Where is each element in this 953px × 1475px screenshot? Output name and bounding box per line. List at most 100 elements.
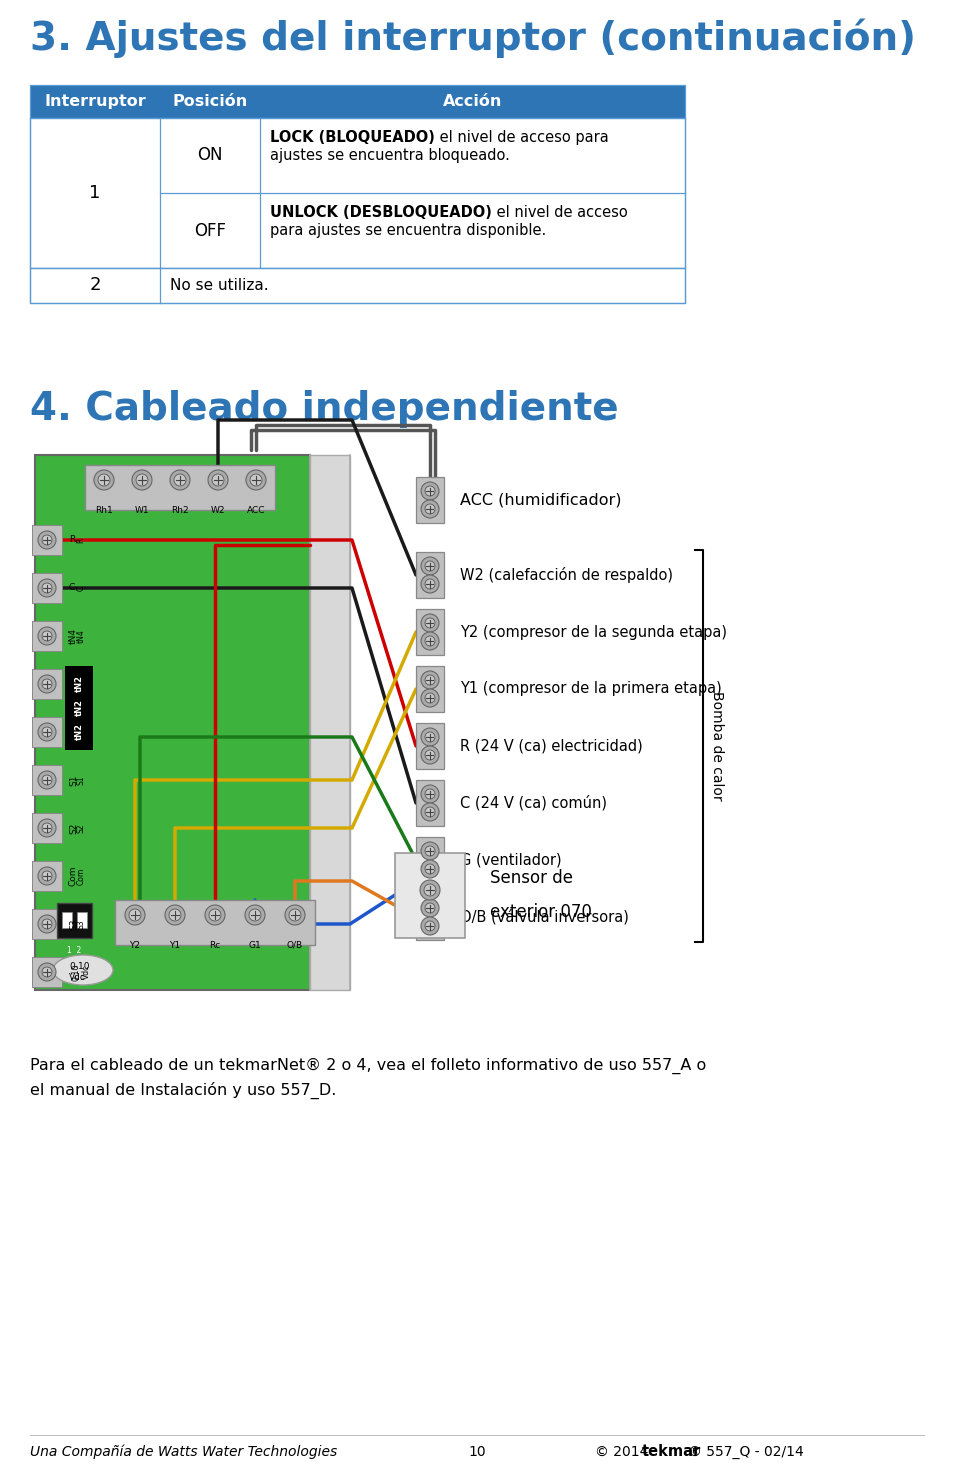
Bar xyxy=(416,894,443,940)
Circle shape xyxy=(212,473,224,485)
Circle shape xyxy=(424,807,435,817)
Circle shape xyxy=(289,909,301,920)
Bar xyxy=(416,780,443,826)
Bar xyxy=(32,909,62,940)
Circle shape xyxy=(420,785,438,802)
Text: Y2 (compresor de la segunda etapa): Y2 (compresor de la segunda etapa) xyxy=(459,624,726,640)
Text: S1: S1 xyxy=(76,776,86,785)
Circle shape xyxy=(209,909,221,920)
Ellipse shape xyxy=(53,954,112,985)
Text: tN2: tN2 xyxy=(74,699,84,717)
Text: 10: 10 xyxy=(468,1446,485,1459)
Bar xyxy=(32,572,62,603)
Bar xyxy=(32,717,62,746)
Circle shape xyxy=(424,789,435,799)
Text: ajustes se encuentra bloqueado.: ajustes se encuentra bloqueado. xyxy=(270,148,509,164)
Circle shape xyxy=(173,473,186,485)
Text: el nivel de acceso: el nivel de acceso xyxy=(492,205,627,220)
Text: G (ventilador): G (ventilador) xyxy=(459,853,561,867)
Circle shape xyxy=(424,485,435,496)
Bar xyxy=(30,86,684,302)
Circle shape xyxy=(420,631,438,650)
Text: O/B: O/B xyxy=(287,941,303,950)
Circle shape xyxy=(420,917,438,935)
Text: Una Compañía de Watts Water Technologies: Una Compañía de Watts Water Technologies xyxy=(30,1444,337,1459)
Circle shape xyxy=(424,732,435,742)
Text: tekmar: tekmar xyxy=(641,1444,700,1459)
Circle shape xyxy=(420,842,438,860)
Text: S2: S2 xyxy=(76,823,86,833)
Circle shape xyxy=(42,872,52,881)
Circle shape xyxy=(249,909,261,920)
Text: ACC (humidificador): ACC (humidificador) xyxy=(459,493,620,507)
Text: ® 557_Q - 02/14: ® 557_Q - 02/14 xyxy=(687,1446,803,1459)
Text: 3. Ajustes del interruptor (continuación): 3. Ajustes del interruptor (continuación… xyxy=(30,18,915,58)
Circle shape xyxy=(420,500,438,518)
Text: exterior 070: exterior 070 xyxy=(490,903,591,920)
Bar xyxy=(416,723,443,768)
Bar xyxy=(32,670,62,699)
Circle shape xyxy=(420,746,438,764)
Text: 2: 2 xyxy=(90,276,101,295)
Circle shape xyxy=(424,560,435,571)
Circle shape xyxy=(420,860,438,878)
Text: el nivel de acceso para: el nivel de acceso para xyxy=(435,130,608,145)
Circle shape xyxy=(420,802,438,822)
Circle shape xyxy=(38,771,56,789)
Circle shape xyxy=(424,676,435,684)
Circle shape xyxy=(420,614,438,631)
Text: Sensor de: Sensor de xyxy=(490,869,573,886)
Text: tN4: tN4 xyxy=(69,628,78,645)
Circle shape xyxy=(38,627,56,645)
Bar xyxy=(30,118,684,268)
Text: Rc: Rc xyxy=(209,941,220,950)
Bar xyxy=(35,454,310,990)
Circle shape xyxy=(98,473,110,485)
Circle shape xyxy=(246,471,266,490)
Bar xyxy=(395,853,464,938)
Text: Bomba de calor: Bomba de calor xyxy=(709,692,723,801)
Text: W1: W1 xyxy=(134,506,150,515)
Circle shape xyxy=(424,618,435,628)
Circle shape xyxy=(132,471,152,490)
Text: Com: Com xyxy=(69,866,78,886)
Text: Posición: Posición xyxy=(172,94,248,109)
Circle shape xyxy=(94,471,113,490)
Text: W2 (calefacción de respaldo): W2 (calefacción de respaldo) xyxy=(459,566,672,583)
Circle shape xyxy=(424,693,435,704)
Circle shape xyxy=(42,631,52,642)
Circle shape xyxy=(424,847,435,856)
Circle shape xyxy=(420,729,438,746)
Text: S1: S1 xyxy=(69,774,78,786)
Text: O/B (válvula inversora): O/B (válvula inversora) xyxy=(459,909,628,925)
Text: el manual de Instalación y uso 557_D.: el manual de Instalación y uso 557_D. xyxy=(30,1083,336,1099)
Bar xyxy=(416,609,443,655)
Circle shape xyxy=(424,580,435,589)
Bar xyxy=(77,912,87,928)
Circle shape xyxy=(125,906,145,925)
Circle shape xyxy=(42,823,52,833)
Text: W2: W2 xyxy=(211,506,225,515)
Circle shape xyxy=(42,919,52,929)
Text: 4. Cableado independiente: 4. Cableado independiente xyxy=(30,389,618,428)
Circle shape xyxy=(38,676,56,693)
Bar xyxy=(65,667,92,749)
Circle shape xyxy=(420,898,438,917)
Bar xyxy=(32,813,62,844)
Bar xyxy=(416,552,443,597)
Text: R: R xyxy=(69,535,75,544)
Circle shape xyxy=(250,473,262,485)
Circle shape xyxy=(420,558,438,575)
Circle shape xyxy=(424,864,435,875)
Circle shape xyxy=(169,909,181,920)
Text: UNLOCK (DESBLOQUEADO): UNLOCK (DESBLOQUEADO) xyxy=(270,205,492,220)
Text: Y1 (compresor de la primera etapa): Y1 (compresor de la primera etapa) xyxy=(459,681,721,696)
Text: tN2: tN2 xyxy=(74,676,84,692)
Circle shape xyxy=(420,671,438,689)
Circle shape xyxy=(38,580,56,597)
Bar xyxy=(416,836,443,884)
Text: tN2: tN2 xyxy=(74,724,84,740)
Circle shape xyxy=(42,583,52,593)
Bar xyxy=(310,454,350,990)
Bar xyxy=(32,525,62,555)
